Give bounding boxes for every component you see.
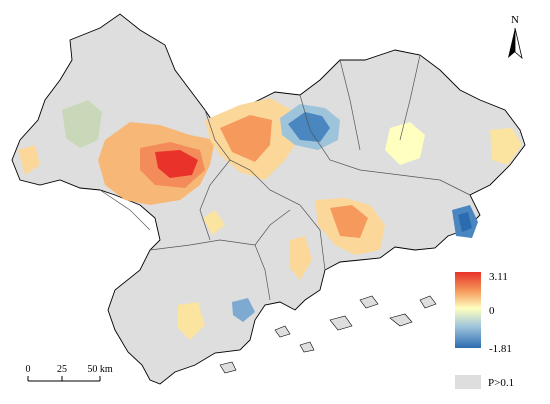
legend-nodata-label: P>0.1 — [488, 377, 514, 389]
hotspot-layer — [18, 98, 522, 340]
legend-max-label: 3.11 — [489, 271, 508, 283]
legend-nodata-swatch — [455, 375, 481, 389]
legend-mid-label: 0 — [489, 305, 495, 317]
scale-tick-0: 0 — [26, 364, 31, 375]
svg-text:N: N — [511, 14, 519, 26]
scale-tick-25: 25 — [57, 364, 67, 375]
region-land — [11, 13, 526, 385]
scale-tick-50: 50 km — [87, 364, 113, 375]
hotspot-south-blue — [232, 298, 255, 322]
legend: 3.11 0 -1.81 P>0.1 — [455, 271, 514, 389]
scale-bar: 0 25 50 km — [26, 364, 113, 382]
legend-colorbar — [455, 272, 481, 348]
admin-boundaries — [99, 54, 471, 301]
north-arrow: N — [508, 14, 523, 60]
legend-min-label: -1.81 — [489, 343, 512, 355]
